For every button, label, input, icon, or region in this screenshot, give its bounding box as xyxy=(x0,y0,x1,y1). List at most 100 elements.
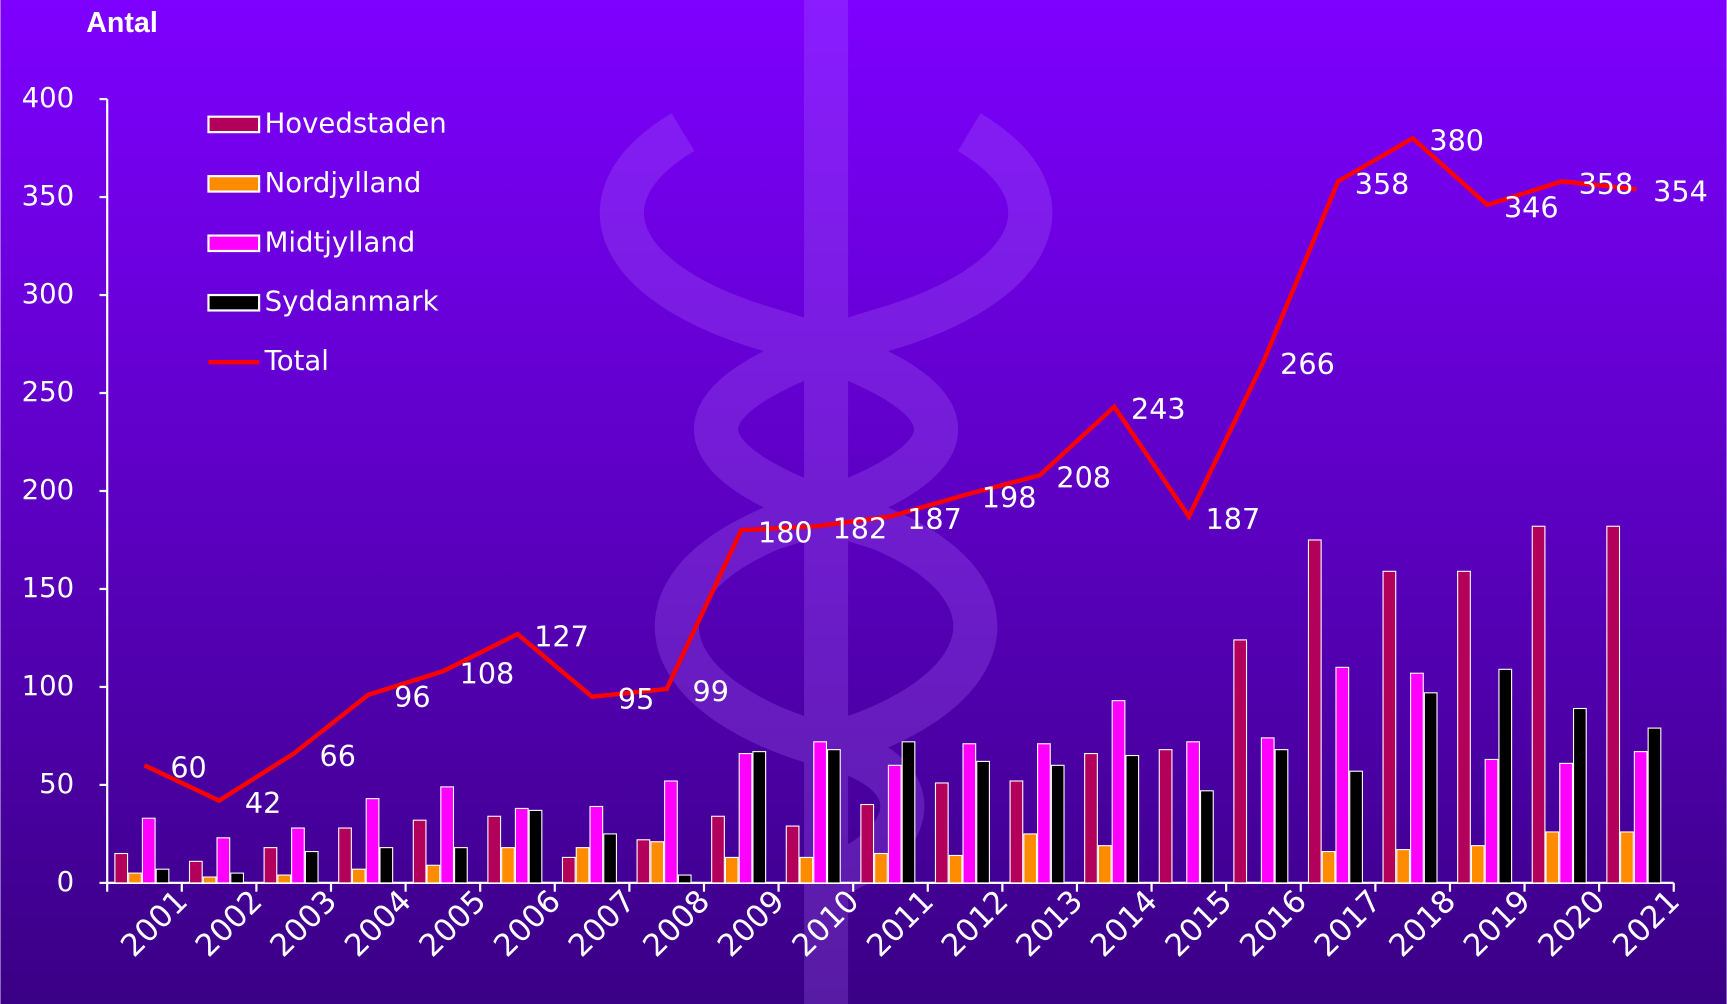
bar xyxy=(1261,738,1274,883)
y-tick-label: 300 xyxy=(22,278,75,310)
data-label: 127 xyxy=(534,619,589,653)
data-label: 187 xyxy=(1206,502,1261,536)
bar xyxy=(1532,526,1545,883)
bar xyxy=(441,787,454,883)
bar xyxy=(142,818,155,883)
bar xyxy=(217,838,230,883)
bar xyxy=(1560,763,1573,883)
data-label: 60 xyxy=(170,751,206,785)
bar xyxy=(488,816,501,883)
legend-label: Total xyxy=(264,345,329,377)
bar xyxy=(604,834,617,883)
bar xyxy=(366,799,379,883)
bar xyxy=(1397,850,1410,883)
bar xyxy=(1275,750,1288,883)
bar xyxy=(380,848,393,883)
bar xyxy=(203,877,216,883)
data-label: 358 xyxy=(1355,167,1410,201)
bar xyxy=(305,852,318,883)
data-label: 266 xyxy=(1280,347,1335,381)
bar xyxy=(949,855,962,882)
bar xyxy=(1038,744,1051,883)
bar xyxy=(502,848,515,883)
y-tick-label: 200 xyxy=(22,474,75,506)
data-label: 182 xyxy=(833,512,888,546)
bar xyxy=(786,826,799,883)
bar xyxy=(1336,667,1349,883)
bar xyxy=(576,848,589,883)
bar xyxy=(190,861,203,883)
bar xyxy=(1574,709,1587,883)
bar xyxy=(1234,640,1247,883)
bar xyxy=(712,816,725,883)
bar xyxy=(1159,750,1172,883)
legend-swatch xyxy=(208,117,259,132)
bar xyxy=(665,781,678,883)
bar xyxy=(264,848,277,883)
bar xyxy=(129,873,142,883)
y-tick-label: 250 xyxy=(22,376,75,408)
bar xyxy=(977,761,990,882)
bar xyxy=(1634,752,1647,883)
legend-swatch xyxy=(208,295,259,310)
bar xyxy=(888,765,901,883)
legend-label: Midtjylland xyxy=(265,226,416,258)
bar xyxy=(963,744,976,883)
bar xyxy=(590,806,603,882)
bar xyxy=(1383,571,1396,883)
bar xyxy=(292,828,305,883)
bar xyxy=(1471,846,1484,883)
bar xyxy=(413,820,426,883)
data-label: 95 xyxy=(618,682,654,716)
bar xyxy=(1411,673,1424,883)
y-tick-label: 400 xyxy=(22,82,75,114)
legend-swatch xyxy=(208,176,259,191)
bar xyxy=(1098,846,1111,883)
data-label: 180 xyxy=(758,516,813,550)
data-label: 96 xyxy=(394,680,430,714)
bar xyxy=(1024,834,1037,883)
legend-label: Hovedstaden xyxy=(265,107,447,139)
bar xyxy=(427,865,440,883)
bar xyxy=(278,875,291,883)
bar xyxy=(562,857,575,882)
bar xyxy=(1621,832,1634,883)
legend-label: Nordjylland xyxy=(265,167,422,199)
y-tick-label: 100 xyxy=(22,670,75,702)
bar xyxy=(339,828,352,883)
bar xyxy=(678,875,691,883)
bar xyxy=(156,869,169,883)
bar xyxy=(1350,771,1363,883)
bar xyxy=(1322,852,1335,883)
y-tick-label: 350 xyxy=(22,180,75,212)
bar xyxy=(935,783,948,883)
bar xyxy=(1499,669,1512,883)
bar xyxy=(1424,693,1437,883)
bar xyxy=(902,742,915,883)
data-label: 380 xyxy=(1429,124,1484,158)
bar xyxy=(1546,832,1559,883)
data-label: 346 xyxy=(1504,190,1559,224)
bar xyxy=(861,805,874,883)
bar xyxy=(1648,728,1661,883)
data-label: 66 xyxy=(320,739,356,773)
bar xyxy=(231,873,244,883)
bar xyxy=(637,840,650,883)
bar xyxy=(1485,759,1498,882)
bar xyxy=(1085,754,1098,883)
data-label: 198 xyxy=(982,480,1037,514)
bar xyxy=(814,742,827,883)
bar xyxy=(1187,742,1200,883)
bar xyxy=(651,842,664,883)
bar xyxy=(455,848,468,883)
bar xyxy=(739,754,752,883)
bar xyxy=(1112,701,1125,883)
y-axis-title: Antal xyxy=(86,7,158,39)
chart: Antal 0501001502002503003504002001200220… xyxy=(0,0,1727,1004)
bar xyxy=(529,810,542,883)
data-label: 354 xyxy=(1653,175,1708,209)
data-label: 108 xyxy=(460,657,515,691)
bar xyxy=(725,857,738,882)
data-label: 358 xyxy=(1579,167,1634,201)
data-label: 208 xyxy=(1056,461,1111,495)
